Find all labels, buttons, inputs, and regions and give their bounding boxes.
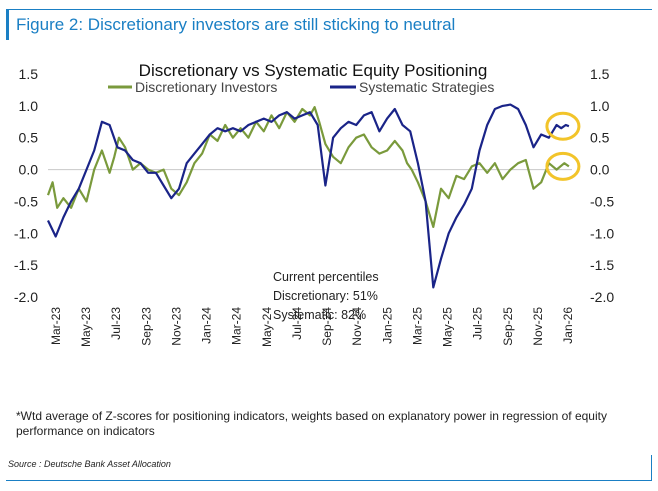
percentile-annotation: Current percentiles Discretionary: 51% S…	[273, 268, 379, 325]
y-tick-right-4: -0.5	[590, 193, 614, 209]
annotation-discretionary: Discretionary: 51%	[273, 289, 378, 303]
chart-legend: Discretionary Investors Systematic Strate…	[108, 79, 494, 95]
y-tick-left-1: 1.0	[19, 98, 39, 114]
positioning-chart: 1.5 1.5 1.0 1.0 0.5 0.5 0.0 0.0 -0.5 -0.5 -1.0 -1.0…	[14, 61, 614, 347]
chart-title: Discretionary vs Systematic Equity Posit…	[139, 61, 488, 80]
y-tick-right-2: 0.5	[590, 130, 610, 146]
title-accent-bar	[6, 10, 9, 40]
y-tick-right-0: 1.5	[590, 66, 610, 82]
x-tick-16: Nov-25	[531, 307, 545, 346]
footnote: *Wtd average of Z-scores for positioning…	[16, 409, 607, 438]
figure-title: Figure 2: Discretionary investors are st…	[16, 15, 456, 34]
series-line-discretionary	[46, 106, 570, 228]
y-tick-left-2: 0.5	[19, 130, 39, 146]
x-tick-3: Sep-23	[139, 307, 153, 346]
bottom-rule	[6, 480, 652, 481]
x-tick-8: Jul-24	[290, 307, 304, 340]
y-tick-right-1: 1.0	[590, 98, 610, 114]
x-tick-9: Sep-24	[320, 307, 334, 346]
y-tick-left-7: -2.0	[14, 289, 38, 305]
x-tick-7: May-24	[260, 307, 274, 347]
top-rule	[6, 9, 652, 10]
x-tick-2: Jul-23	[109, 307, 123, 340]
x-tick-14: Jul-25	[471, 307, 485, 340]
x-tick-10: Nov-24	[350, 307, 364, 346]
right-rule	[651, 455, 652, 481]
x-tick-6: Mar-24	[230, 307, 244, 345]
legend-label-0: Discretionary Investors	[135, 79, 277, 95]
x-tick-0: Mar-23	[49, 307, 63, 345]
chart-axes: 1.5 1.5 1.0 1.0 0.5 0.5 0.0 0.0 -0.5 -0.5 -1.0 -1.0…	[14, 66, 614, 347]
chart-highlights	[545, 111, 581, 181]
y-tick-left-5: -1.0	[14, 225, 38, 241]
x-tick-5: Jan-24	[200, 307, 214, 344]
y-tick-right-5: -1.0	[590, 225, 614, 241]
figure-header: Figure 2: Discretionary investors are st…	[0, 0, 658, 46]
y-tick-right-3: 0.0	[590, 162, 610, 178]
annotation-title: Current percentiles	[273, 270, 379, 284]
x-tick-4: Nov-23	[169, 307, 183, 346]
y-tick-left-6: -1.5	[14, 257, 38, 273]
x-tick-11: Jan-25	[380, 307, 394, 344]
y-tick-left-4: -0.5	[14, 193, 38, 209]
x-tick-15: Sep-25	[501, 307, 515, 346]
annotation-systematic: Systematic: 82%	[273, 308, 367, 322]
y-tick-left-3: 0.0	[19, 162, 39, 178]
y-tick-right-6: -1.5	[590, 257, 614, 273]
series-line-systematic	[47, 103, 570, 289]
source-note: Source : Deutsche Bank Asset Allocation	[8, 459, 171, 469]
latest-highlight-discretionary	[545, 151, 581, 181]
legend-label-1: Systematic Strategies	[359, 79, 494, 95]
chart-lines	[46, 103, 570, 289]
y-tick-right-7: -2.0	[590, 289, 614, 305]
y-tick-left-0: 1.5	[19, 66, 39, 82]
latest-highlight-systematic	[545, 111, 581, 141]
x-tick-12: Mar-25	[410, 307, 424, 345]
x-tick-1: May-23	[79, 307, 93, 347]
x-tick-13: May-25	[441, 307, 455, 347]
x-tick-17: Jan-26	[561, 307, 575, 344]
